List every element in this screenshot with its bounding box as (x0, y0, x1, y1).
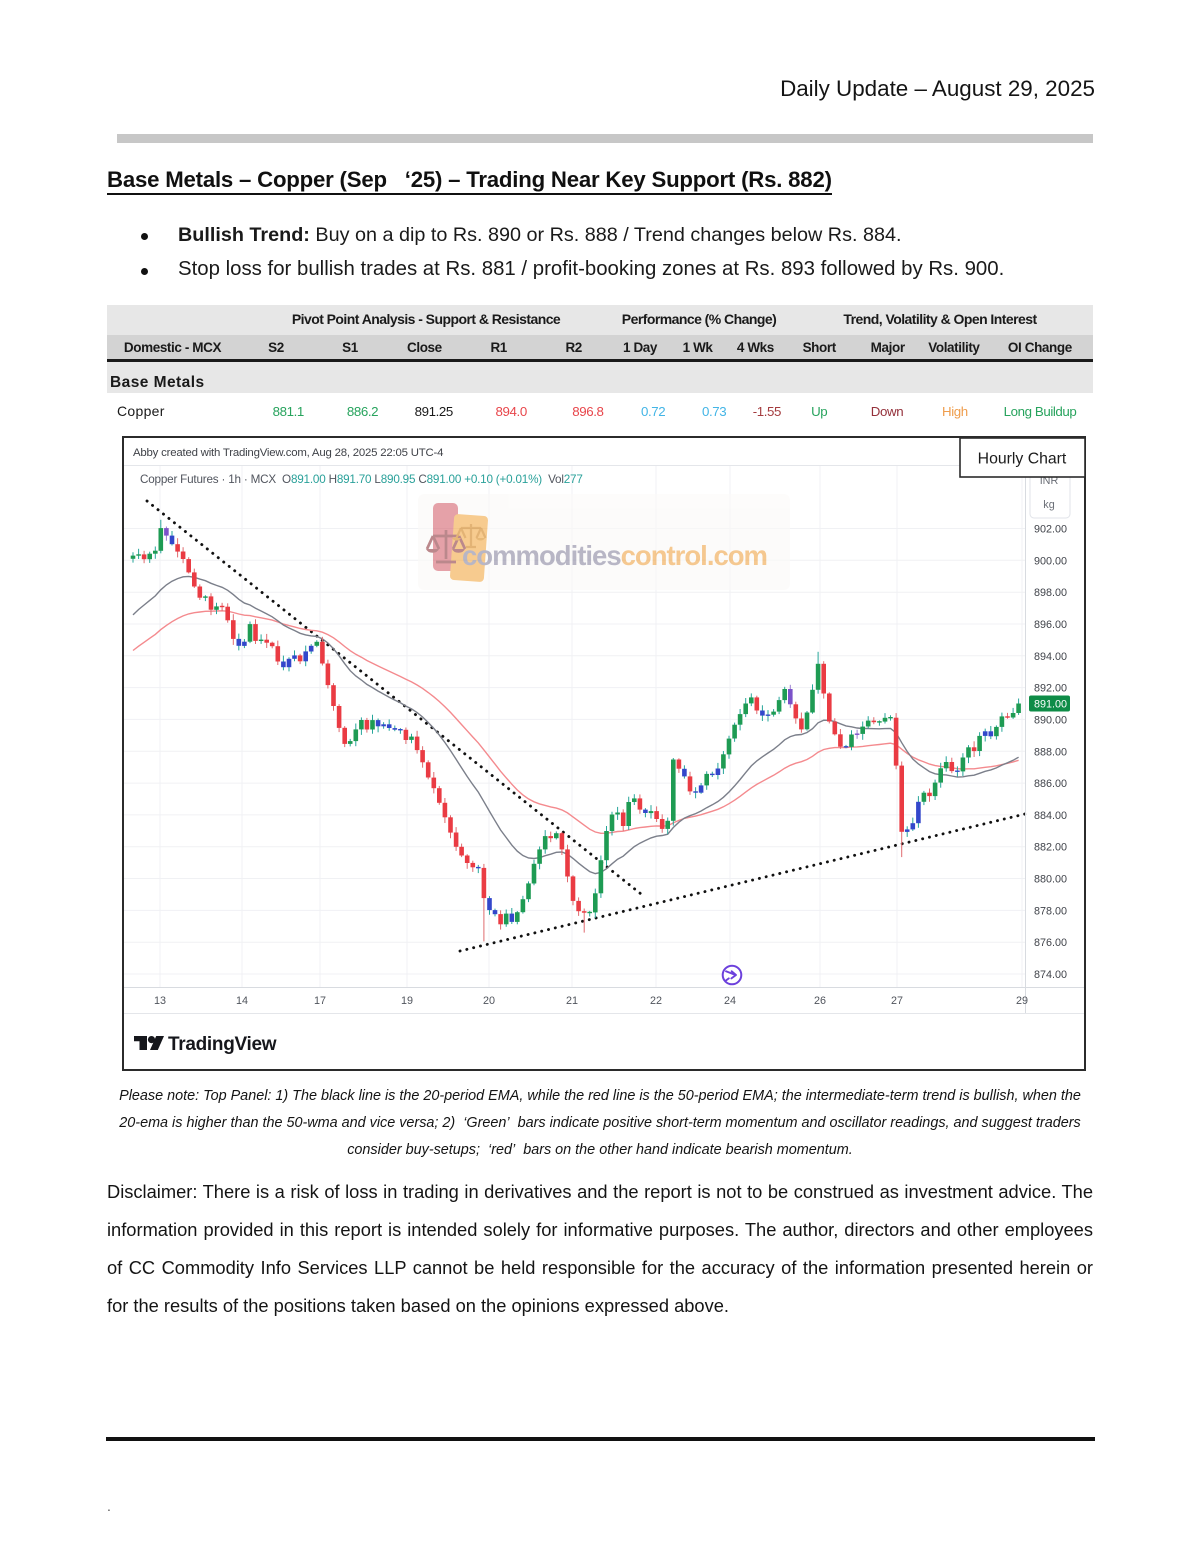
svg-text:commoditiescontrol.com: commoditiescontrol.com (462, 540, 767, 571)
svg-text:894.00: 894.00 (1034, 651, 1067, 663)
svg-text:Hourly Chart: Hourly Chart (978, 451, 1067, 468)
svg-text:874.00: 874.00 (1034, 969, 1067, 981)
svg-text:876.00: 876.00 (1034, 937, 1067, 949)
svg-text:891.00: 891.00 (1034, 699, 1067, 711)
svg-text:890.00: 890.00 (1034, 714, 1067, 726)
svg-text:902.00: 902.00 (1034, 524, 1067, 536)
svg-text:888.00: 888.00 (1034, 746, 1067, 758)
svg-text:892.00: 892.00 (1034, 683, 1067, 695)
svg-text:22: 22 (650, 995, 662, 1007)
svg-text:898.00: 898.00 (1034, 587, 1067, 599)
svg-text:13: 13 (154, 995, 166, 1007)
svg-text:14: 14 (236, 995, 248, 1007)
svg-text:900.00: 900.00 (1034, 555, 1067, 567)
svg-text:Abby created with TradingView.: Abby created with TradingView.com, Aug 2… (133, 447, 443, 459)
svg-text:TradingView: TradingView (168, 1034, 277, 1055)
svg-text:29: 29 (1016, 995, 1028, 1007)
svg-text:20: 20 (483, 995, 495, 1007)
svg-text:896.00: 896.00 (1034, 619, 1067, 631)
svg-text:878.00: 878.00 (1034, 905, 1067, 917)
svg-text:Copper Futures · 1h · MCX O89: Copper Futures · 1h · MCX O891.00 H891.7… (140, 473, 583, 486)
svg-text:17: 17 (314, 995, 326, 1007)
svg-text:24: 24 (724, 995, 736, 1007)
svg-text:880.00: 880.00 (1034, 874, 1067, 886)
svg-text:882.00: 882.00 (1034, 842, 1067, 854)
svg-text:27: 27 (891, 995, 903, 1007)
svg-text:886.00: 886.00 (1034, 778, 1067, 790)
svg-text:26: 26 (814, 995, 826, 1007)
svg-text:INR: INR (1040, 475, 1059, 487)
svg-text:21: 21 (566, 995, 578, 1007)
svg-text:kg: kg (1043, 499, 1054, 511)
svg-text:884.00: 884.00 (1034, 810, 1067, 822)
svg-text:19: 19 (401, 995, 413, 1007)
